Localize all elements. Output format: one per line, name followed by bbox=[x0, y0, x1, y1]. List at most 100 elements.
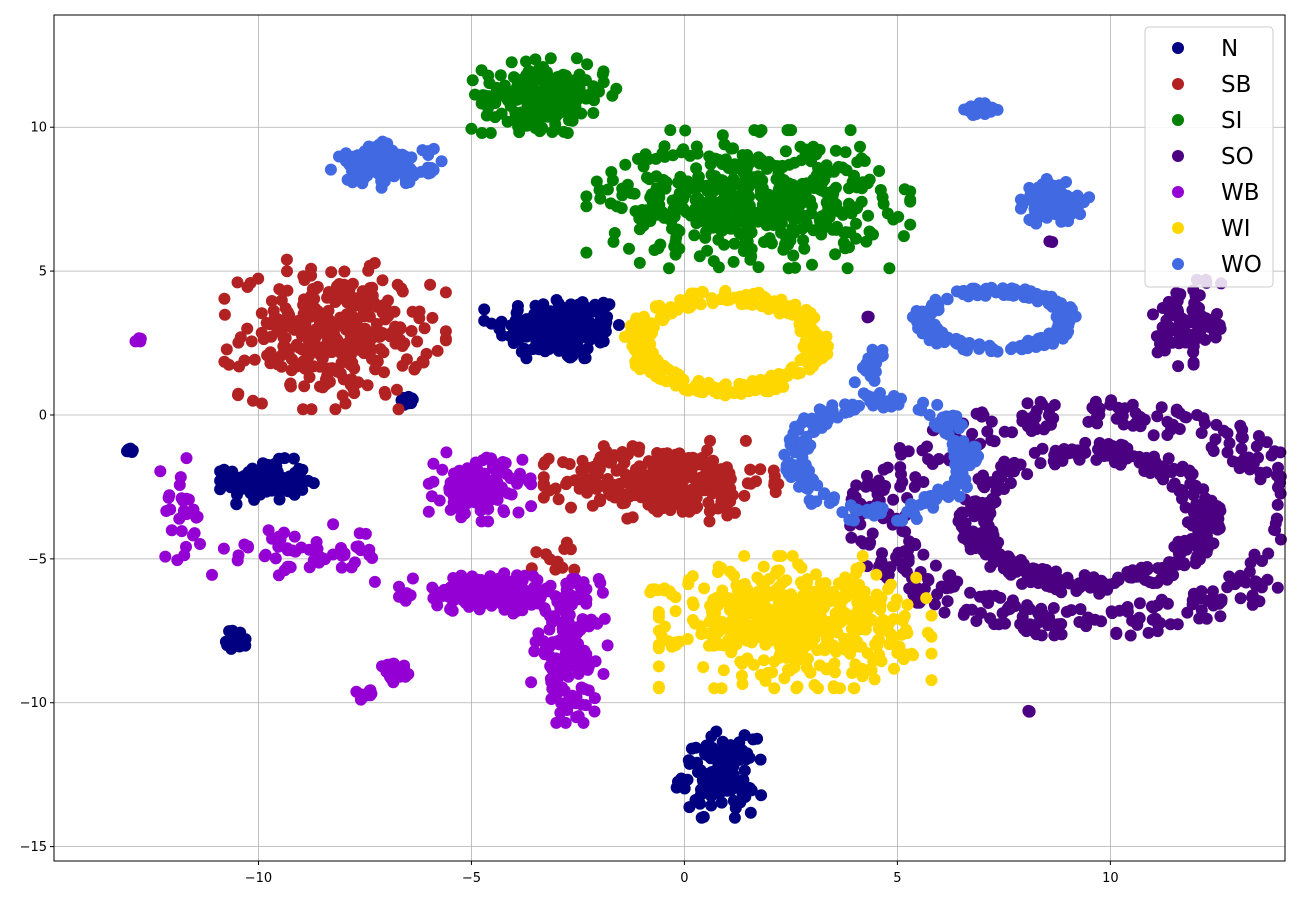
data-point bbox=[1178, 410, 1191, 423]
data-point bbox=[1252, 430, 1265, 442]
data-point bbox=[400, 587, 413, 600]
data-point bbox=[1078, 569, 1091, 582]
data-point bbox=[745, 636, 758, 649]
data-point bbox=[870, 568, 883, 581]
data-point bbox=[498, 79, 511, 92]
data-point bbox=[592, 573, 605, 585]
data-point bbox=[749, 288, 762, 301]
data-point bbox=[585, 613, 598, 626]
data-point bbox=[974, 607, 987, 619]
data-point bbox=[735, 628, 748, 641]
data-point bbox=[561, 629, 574, 642]
data-point bbox=[761, 162, 773, 175]
data-point bbox=[612, 485, 625, 498]
data-point bbox=[536, 74, 549, 87]
data-point bbox=[357, 173, 370, 186]
data-point bbox=[154, 465, 167, 478]
data-point bbox=[406, 572, 419, 585]
data-point bbox=[639, 351, 652, 364]
data-point bbox=[845, 403, 858, 416]
data-point bbox=[579, 473, 592, 486]
data-point bbox=[971, 533, 984, 546]
legend-label: WI bbox=[1221, 216, 1251, 242]
data-point bbox=[964, 586, 977, 599]
data-point bbox=[1025, 194, 1038, 207]
data-point bbox=[431, 344, 444, 357]
data-point bbox=[1163, 556, 1175, 569]
data-point bbox=[357, 688, 370, 701]
data-point bbox=[637, 361, 650, 374]
data-point bbox=[655, 373, 668, 386]
data-point bbox=[1209, 331, 1222, 344]
data-point bbox=[892, 210, 905, 223]
data-point bbox=[492, 572, 505, 585]
data-point bbox=[576, 587, 589, 600]
data-point bbox=[695, 628, 708, 640]
data-point bbox=[214, 474, 227, 487]
data-point bbox=[692, 766, 704, 779]
data-point bbox=[612, 319, 625, 331]
data-point bbox=[345, 561, 358, 574]
data-point bbox=[639, 148, 652, 161]
data-point bbox=[122, 443, 135, 456]
data-point bbox=[551, 686, 564, 699]
data-point bbox=[848, 376, 861, 389]
data-point bbox=[525, 676, 538, 689]
data-point bbox=[664, 504, 677, 517]
data-point bbox=[594, 192, 607, 205]
data-point bbox=[1130, 566, 1142, 579]
data-point bbox=[804, 194, 817, 207]
data-point bbox=[830, 204, 843, 217]
data-point bbox=[844, 124, 857, 137]
data-point bbox=[347, 327, 360, 340]
data-point bbox=[1017, 622, 1030, 635]
data-point bbox=[1191, 499, 1204, 512]
data-point bbox=[870, 348, 883, 361]
data-point bbox=[789, 261, 802, 274]
x-tick-label: −5 bbox=[462, 871, 481, 886]
data-point bbox=[920, 592, 933, 605]
data-point bbox=[706, 487, 719, 500]
data-point bbox=[757, 654, 770, 667]
data-point bbox=[1051, 447, 1064, 460]
data-point bbox=[721, 784, 734, 797]
data-point bbox=[658, 150, 671, 163]
data-point bbox=[707, 185, 720, 198]
data-point bbox=[694, 385, 707, 398]
data-point bbox=[178, 549, 191, 562]
legend-marker bbox=[1172, 222, 1184, 234]
data-point bbox=[770, 605, 783, 618]
data-point bbox=[885, 578, 897, 591]
data-point bbox=[1155, 401, 1168, 414]
data-point bbox=[418, 322, 431, 335]
data-point bbox=[775, 226, 788, 239]
data-point bbox=[520, 352, 533, 365]
data-point bbox=[217, 542, 230, 555]
data-point bbox=[877, 484, 890, 496]
data-point bbox=[504, 330, 517, 343]
data-point bbox=[426, 581, 439, 594]
data-point bbox=[657, 496, 669, 509]
data-point bbox=[370, 300, 383, 313]
data-point bbox=[800, 303, 813, 316]
data-point bbox=[1212, 512, 1225, 525]
data-point bbox=[848, 503, 861, 516]
data-point bbox=[903, 582, 916, 595]
legend-label: WB bbox=[1221, 180, 1260, 206]
data-point bbox=[298, 274, 311, 286]
data-point bbox=[841, 262, 854, 275]
data-point bbox=[224, 640, 237, 653]
data-point bbox=[564, 543, 577, 556]
data-point bbox=[586, 499, 599, 512]
data-point bbox=[626, 440, 639, 453]
data-point bbox=[314, 325, 327, 338]
data-point bbox=[931, 398, 944, 411]
data-point bbox=[706, 741, 719, 754]
data-point bbox=[905, 537, 918, 550]
data-point bbox=[552, 493, 565, 506]
data-point bbox=[1248, 548, 1261, 561]
data-point bbox=[773, 564, 786, 577]
data-point bbox=[245, 335, 258, 348]
data-point bbox=[528, 308, 541, 321]
data-point bbox=[1213, 319, 1226, 331]
